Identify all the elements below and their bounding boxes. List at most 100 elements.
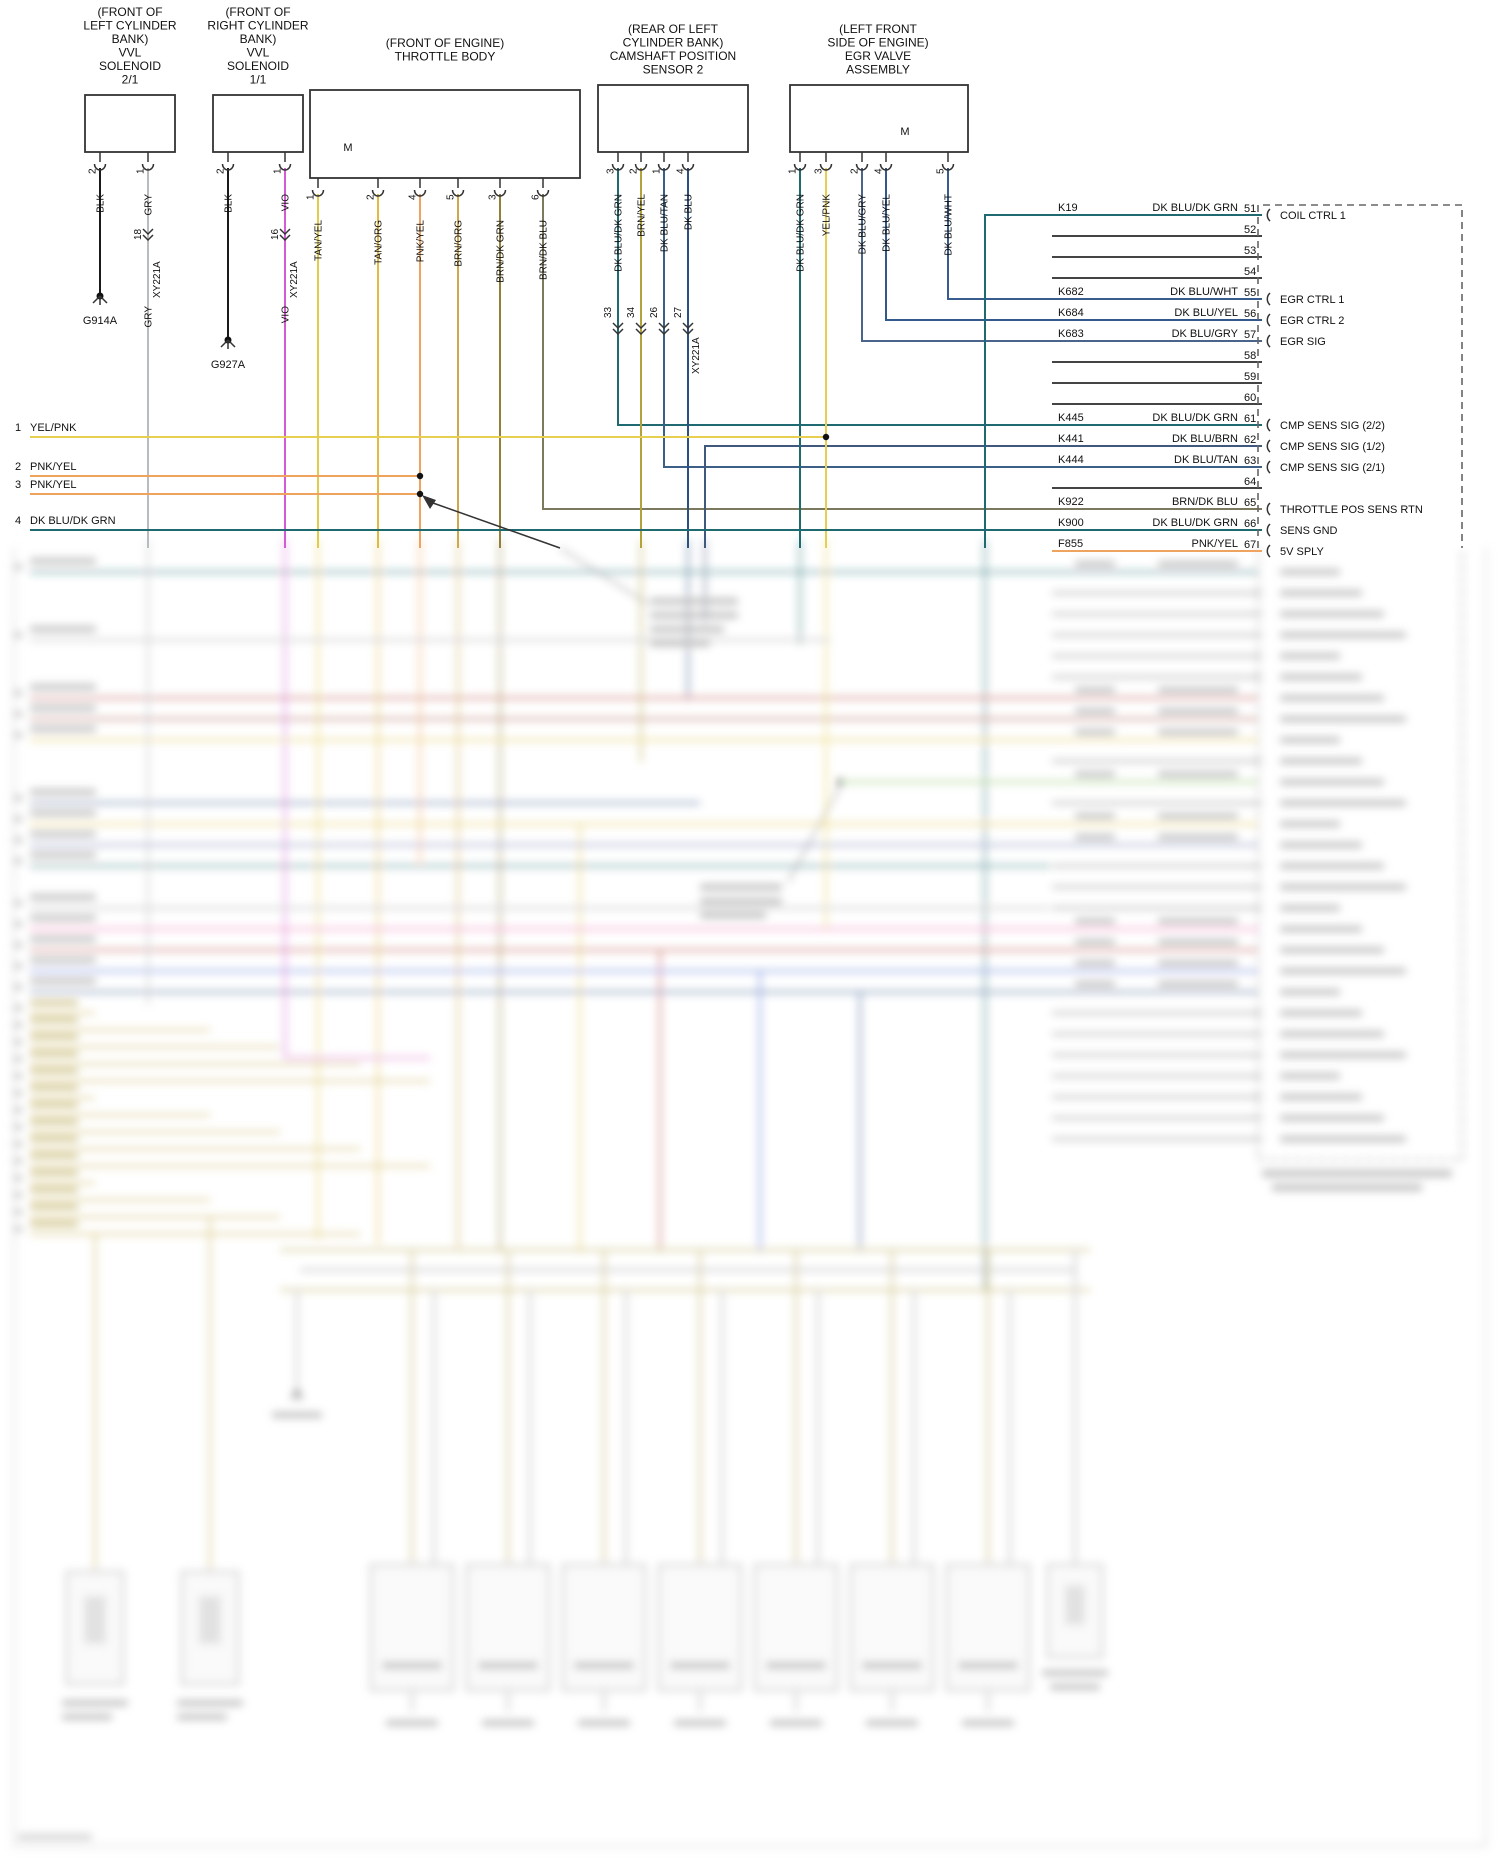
callout-arrow-line xyxy=(432,502,561,549)
wire-color-label: YEL/PNK xyxy=(822,194,833,237)
inline-connector-icon xyxy=(635,322,647,336)
pcm-terminal-icon xyxy=(1266,544,1271,558)
wires xyxy=(30,168,1262,552)
wire-color-label: DK BLU/TAN xyxy=(660,194,671,252)
inline-connector-icon xyxy=(612,322,624,336)
pcm-terminal-icon xyxy=(1266,418,1271,432)
pcm-terminal-icon xyxy=(1266,334,1271,348)
pin-connector-icon xyxy=(311,189,325,197)
pcm-pin-number: 59 xyxy=(1244,371,1256,383)
wire-color-label: PNK/YEL xyxy=(30,461,76,473)
pcm-wire-color: DK BLU/DK GRN xyxy=(1152,202,1238,214)
component-label: RIGHT CYLINDER xyxy=(207,19,308,33)
wire-color-label: YEL/PNK xyxy=(30,422,77,434)
wire-color-label: BLK xyxy=(224,194,235,213)
pcm-terminal-icon xyxy=(1266,460,1271,474)
component-label: SENSOR 2 xyxy=(643,63,704,77)
blurred-lower-region xyxy=(13,540,1487,1847)
component-label: (FRONT OF xyxy=(97,5,162,19)
pcm-wire-color: PNK/YEL xyxy=(1192,538,1238,550)
pcm-signal-label: EGR SIG xyxy=(1280,336,1326,348)
pin-number: 2 xyxy=(850,168,861,174)
pin-connector-icon xyxy=(793,163,807,171)
pin-number: 2 xyxy=(629,168,640,174)
wire-color-label: DK BLU/GRY xyxy=(858,194,869,255)
callout-arrowhead-icon xyxy=(422,495,436,509)
connector-cavity: 34 xyxy=(626,306,637,318)
inline-connector-icon xyxy=(682,322,694,336)
pin-connector-icon xyxy=(941,163,955,171)
wire xyxy=(861,168,1262,342)
pin-number: 1 xyxy=(652,168,663,174)
component-label: 1/1 xyxy=(250,73,267,87)
connector-cavity: 33 xyxy=(603,306,614,318)
pin-connector-icon xyxy=(451,189,465,197)
pcm-pin-number: 66 xyxy=(1244,518,1256,530)
pcm-pin-number: 60 xyxy=(1244,392,1256,404)
pcm-terminal-icon xyxy=(1266,439,1271,453)
component-label: VVL xyxy=(119,46,142,60)
pcm-signal-label: COIL CTRL 1 xyxy=(1280,210,1346,222)
pin-number: 2 xyxy=(88,168,99,174)
pcm-circuit-code: F855 xyxy=(1058,538,1083,550)
connector-cavity: 16 xyxy=(270,228,281,240)
pcm-signal-label: EGR CTRL 2 xyxy=(1280,315,1344,327)
pcm-wire-color: DK BLU/DK GRN xyxy=(1152,412,1238,424)
wire-number: 1 xyxy=(15,422,21,434)
pcm-pin-number: 57 xyxy=(1244,329,1256,341)
pcm-pin-number: 67 xyxy=(1244,539,1256,551)
pin-connector-icon xyxy=(657,163,671,171)
pcm-signal-label: CMP SENS SIG (2/2) xyxy=(1280,420,1385,432)
ground-label: G914A xyxy=(83,315,118,327)
inline-connector-icon xyxy=(279,228,291,242)
pcm-pin-number: 52 xyxy=(1244,224,1256,236)
component-label: BANK) xyxy=(112,32,149,46)
component-symbols xyxy=(84,84,1463,558)
component-label: SOLENOID xyxy=(227,59,289,73)
wire-color-label: BRN/DK GRN xyxy=(496,220,507,283)
pcm-pin-number: 62 xyxy=(1244,434,1256,446)
wire-color-label: DK BLU/DK GRN xyxy=(30,515,116,527)
pin-number: 3 xyxy=(488,194,499,200)
pcm-circuit-code: K682 xyxy=(1058,286,1084,298)
junction-dot xyxy=(822,433,830,441)
pcm-signal-label: CMP SENS SIG (2/1) xyxy=(1280,462,1385,474)
pin-number: 4 xyxy=(408,194,419,200)
junction-dot xyxy=(416,490,424,498)
component-label: BANK) xyxy=(240,32,277,46)
pcm-circuit-code: K19 xyxy=(1058,202,1078,214)
wire-color-label: DK BLU xyxy=(684,194,695,230)
component-label: (FRONT OF xyxy=(225,5,290,19)
pin-connector-icon xyxy=(371,189,385,197)
pcm-wire-color: DK BLU/YEL xyxy=(1174,307,1238,319)
vvl-solenoid-1-1-box xyxy=(212,94,304,153)
pin-number: 2 xyxy=(216,168,227,174)
pcm-pin-number: 65 xyxy=(1244,497,1256,509)
pin-number: 5 xyxy=(446,194,457,200)
connector-cavity: 18 xyxy=(133,228,144,240)
wire-color-label: DK BLU/DK GRN xyxy=(796,194,807,272)
connector-cavity: 27 xyxy=(673,306,684,318)
wire-color-label: VIO xyxy=(281,306,292,323)
pin-number: 2 xyxy=(366,194,377,200)
pcm-terminal-icon xyxy=(1266,292,1271,306)
wire-number: 2 xyxy=(15,461,21,473)
component-label: (LEFT FRONT xyxy=(839,22,917,36)
component-label: SOLENOID xyxy=(99,59,161,73)
pin-connector-icon xyxy=(278,163,292,171)
pin-connector-icon xyxy=(855,163,869,171)
motor-label: M xyxy=(343,142,352,154)
pin-number: 3 xyxy=(814,168,825,174)
component-label: LEFT CYLINDER xyxy=(83,19,176,33)
wire-number: 3 xyxy=(15,479,21,491)
wire-color-label: GRY xyxy=(144,194,155,216)
junction-dot xyxy=(416,472,424,480)
pcm-pin-number: 51 xyxy=(1244,203,1256,215)
wire-color-label: VIO xyxy=(281,194,292,211)
component-label: ASSEMBLY xyxy=(846,63,910,77)
component-label: (REAR OF LEFT xyxy=(628,22,719,36)
